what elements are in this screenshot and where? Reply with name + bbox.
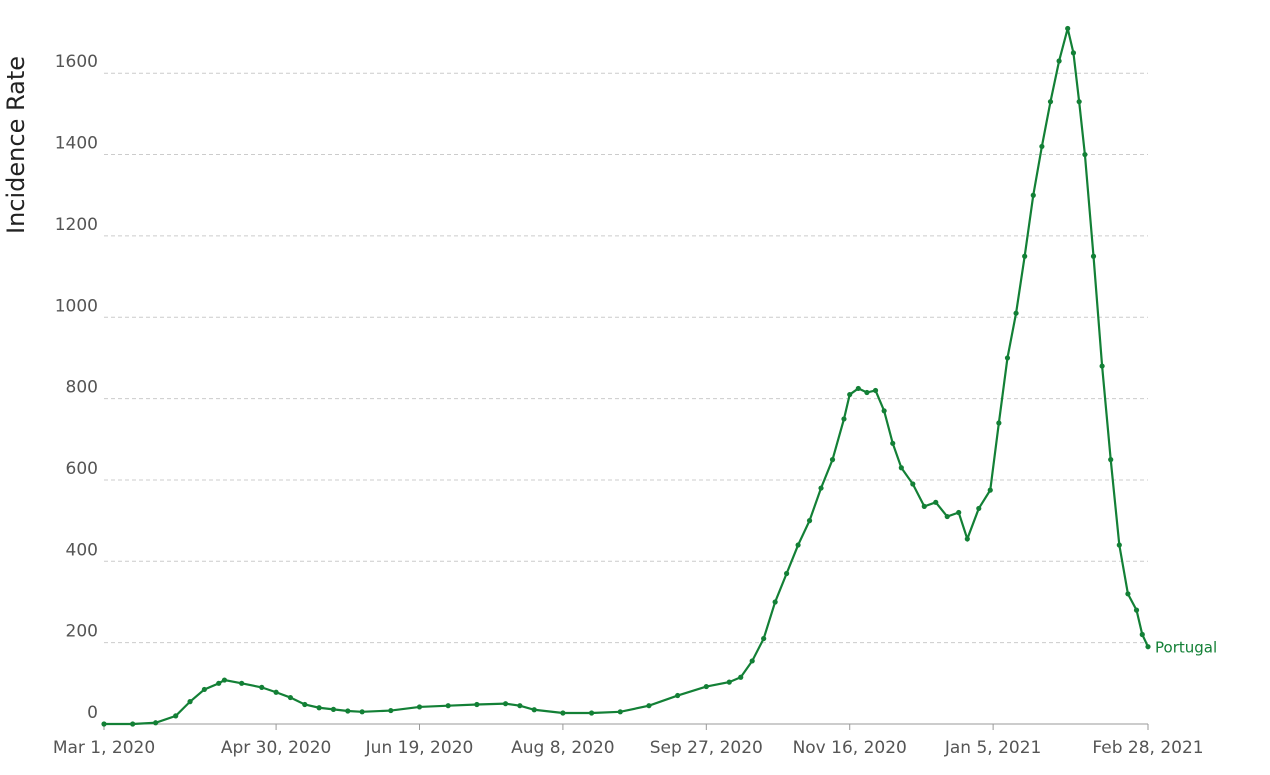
point xyxy=(1013,310,1019,316)
point xyxy=(216,680,222,686)
point xyxy=(881,408,887,414)
point xyxy=(359,709,365,715)
point xyxy=(287,694,294,701)
point xyxy=(847,391,853,398)
x-tick-label: Nov 16, 2020 xyxy=(793,738,907,758)
point xyxy=(772,599,778,605)
point xyxy=(818,485,824,491)
point xyxy=(101,721,107,727)
y-tick-label: 600 xyxy=(66,459,98,479)
point xyxy=(1047,99,1054,105)
point xyxy=(330,706,337,712)
point xyxy=(964,536,970,542)
point xyxy=(795,542,801,548)
x-tick-label: Feb 28, 2021 xyxy=(1092,738,1203,758)
y-tick-label: 0 xyxy=(87,703,98,723)
x-tick-label: Apr 30, 2020 xyxy=(221,738,332,758)
point xyxy=(976,505,982,512)
point xyxy=(921,503,927,509)
point xyxy=(956,509,962,516)
x-tick-label: Mar 1, 2020 xyxy=(53,738,155,758)
point xyxy=(1116,542,1122,548)
point xyxy=(1070,50,1077,56)
y-tick-label: 800 xyxy=(66,378,98,398)
point xyxy=(1108,457,1114,463)
point xyxy=(749,658,755,664)
point xyxy=(784,570,790,577)
point xyxy=(829,457,836,463)
point xyxy=(761,635,767,642)
series-label: Portugal xyxy=(1155,639,1217,657)
point xyxy=(531,707,537,713)
point xyxy=(273,689,279,695)
point xyxy=(1125,591,1131,597)
point xyxy=(1082,151,1088,158)
point xyxy=(502,701,509,707)
point xyxy=(187,699,193,705)
point xyxy=(617,709,623,715)
point xyxy=(445,703,451,709)
point xyxy=(1145,644,1151,650)
point xyxy=(153,720,159,726)
x-tick-label: Jan 5, 2021 xyxy=(944,738,1042,758)
point xyxy=(841,416,847,422)
point xyxy=(1022,253,1028,259)
y-tick-label: 1200 xyxy=(55,215,98,235)
point xyxy=(1139,631,1145,638)
y-tick-label: 1000 xyxy=(55,296,98,316)
point xyxy=(1004,355,1011,361)
point xyxy=(416,704,423,710)
point xyxy=(1030,192,1036,198)
point xyxy=(302,701,308,708)
point xyxy=(1099,363,1105,369)
point xyxy=(898,465,904,471)
point xyxy=(890,440,896,446)
point xyxy=(221,677,228,683)
point xyxy=(1076,99,1082,105)
point xyxy=(910,481,916,487)
point xyxy=(1065,25,1071,32)
point xyxy=(996,420,1002,426)
point xyxy=(806,518,813,524)
point xyxy=(259,684,265,690)
point xyxy=(201,686,207,693)
point xyxy=(933,499,939,505)
y-axis-label: Incidence Rate xyxy=(2,56,30,234)
point xyxy=(173,713,179,719)
point xyxy=(474,701,480,708)
point xyxy=(944,513,950,520)
point xyxy=(1056,58,1062,64)
point xyxy=(1133,607,1140,613)
point xyxy=(560,710,566,716)
point xyxy=(675,692,681,699)
y-tick-label: 400 xyxy=(66,540,98,560)
y-tick-label: 1400 xyxy=(55,134,98,154)
point xyxy=(517,703,523,709)
line xyxy=(104,28,1149,726)
point xyxy=(388,707,394,714)
x-tick-label: Jun 19, 2020 xyxy=(365,738,474,758)
point xyxy=(726,679,732,685)
x-tick-label: Aug 8, 2020 xyxy=(511,738,615,758)
point xyxy=(703,683,709,690)
y-tick-label: 200 xyxy=(66,622,98,642)
point xyxy=(1090,253,1097,259)
point xyxy=(738,674,744,680)
point xyxy=(855,385,861,392)
point xyxy=(130,721,136,727)
point xyxy=(872,387,879,394)
point xyxy=(588,710,595,716)
point xyxy=(1039,143,1045,150)
point xyxy=(316,705,322,711)
point xyxy=(239,680,245,686)
point xyxy=(345,708,351,714)
point xyxy=(987,487,993,493)
point xyxy=(646,703,652,709)
x-tick-label: Sep 27, 2020 xyxy=(650,738,763,758)
point xyxy=(864,389,870,396)
y-tick-label: 1600 xyxy=(55,52,98,72)
